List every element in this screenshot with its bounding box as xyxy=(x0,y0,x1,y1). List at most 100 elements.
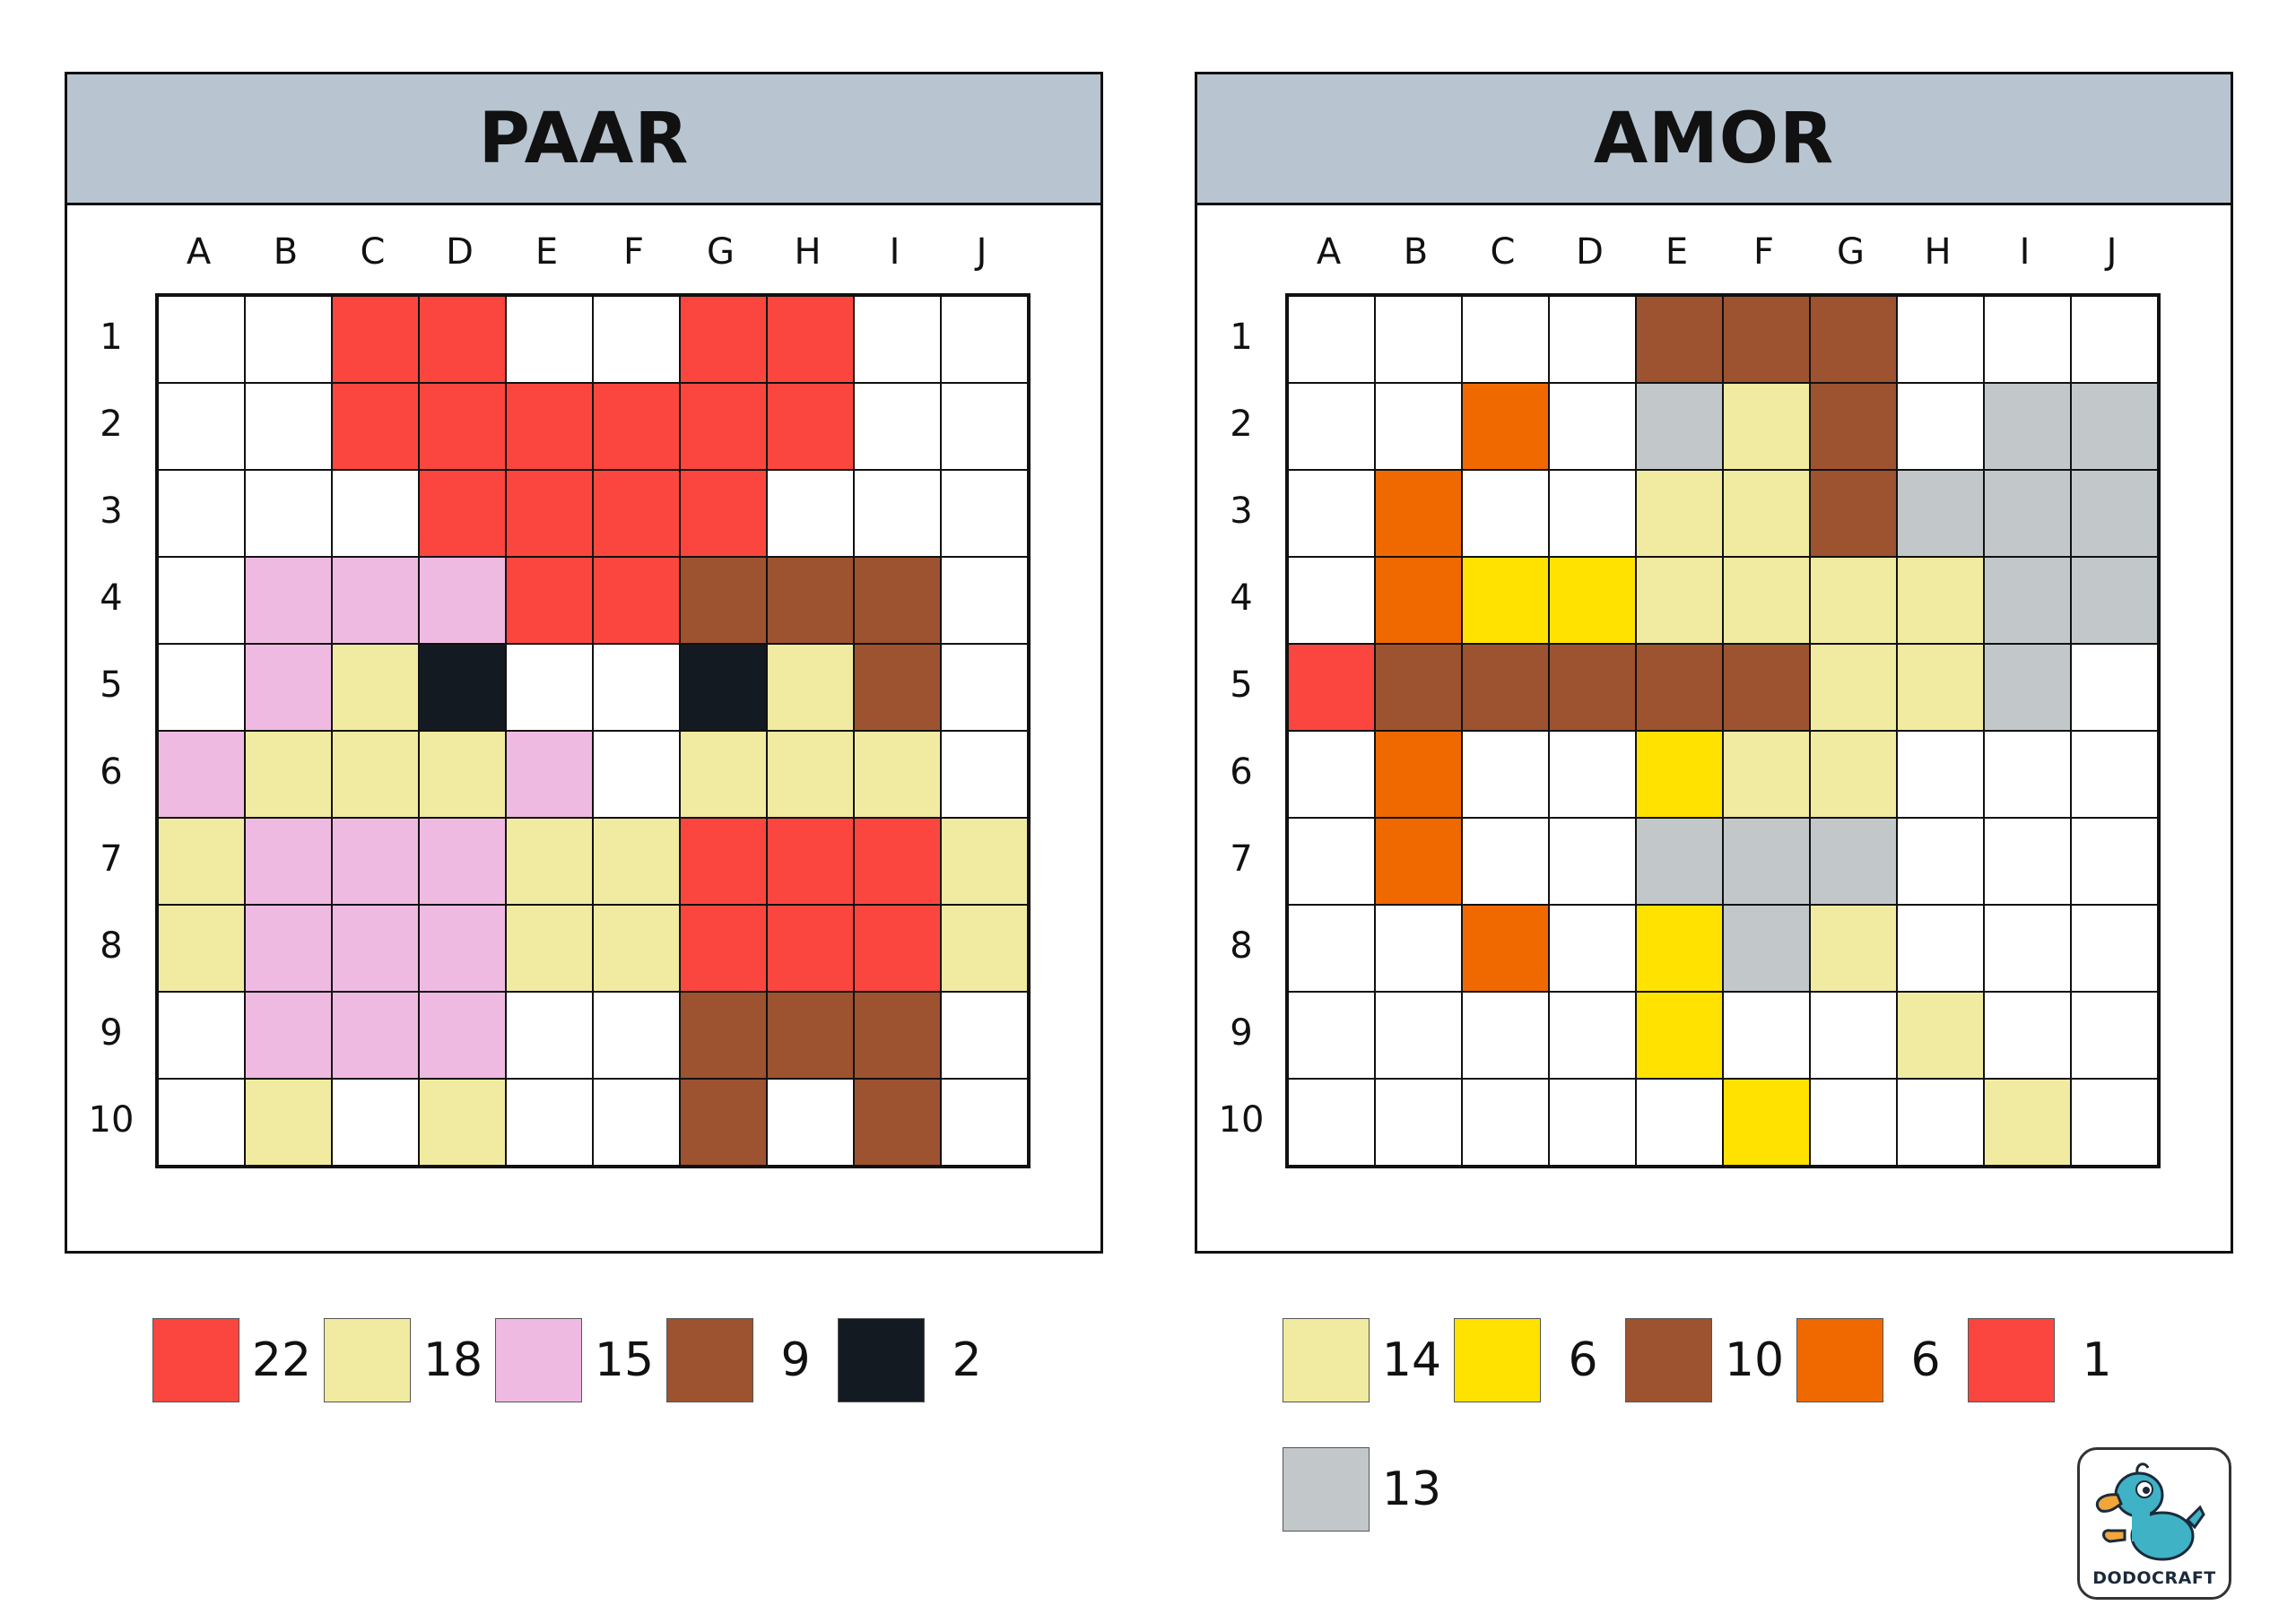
grid-cell-E3[interactable] xyxy=(1636,470,1723,557)
grid-cell-D8[interactable] xyxy=(419,905,506,992)
grid-cell-E9[interactable] xyxy=(506,992,593,1079)
grid-cell-C10[interactable] xyxy=(332,1079,419,1166)
grid-cell-A6[interactable] xyxy=(1288,731,1375,818)
grid-cell-C5[interactable] xyxy=(1462,644,1549,731)
grid-cell-E8[interactable] xyxy=(1636,905,1723,992)
grid-cell-F2[interactable] xyxy=(1723,383,1810,470)
grid-cell-E2[interactable] xyxy=(1636,383,1723,470)
grid-cell-C9[interactable] xyxy=(332,992,419,1079)
grid-cell-H9[interactable] xyxy=(1897,992,1984,1079)
grid-cell-F9[interactable] xyxy=(593,992,680,1079)
grid-cell-H9[interactable] xyxy=(767,992,854,1079)
grid-cell-E8[interactable] xyxy=(506,905,593,992)
grid-cell-B7[interactable] xyxy=(245,818,332,905)
grid-cell-H7[interactable] xyxy=(1897,818,1984,905)
grid-cell-J6[interactable] xyxy=(2071,731,2158,818)
grid-cell-A2[interactable] xyxy=(158,383,245,470)
grid-cell-A10[interactable] xyxy=(1288,1079,1375,1166)
grid-cell-E10[interactable] xyxy=(506,1079,593,1166)
grid-cell-C2[interactable] xyxy=(332,383,419,470)
grid-cell-D4[interactable] xyxy=(419,557,506,644)
grid-cell-C4[interactable] xyxy=(1462,557,1549,644)
grid-cell-B4[interactable] xyxy=(245,557,332,644)
grid-cell-E4[interactable] xyxy=(1636,557,1723,644)
grid-cell-D9[interactable] xyxy=(1549,992,1636,1079)
grid-cell-I5[interactable] xyxy=(1984,644,2071,731)
grid-cell-F4[interactable] xyxy=(1723,557,1810,644)
grid-cell-G4[interactable] xyxy=(1810,557,1897,644)
grid-cell-I1[interactable] xyxy=(1984,296,2071,383)
grid-cell-E7[interactable] xyxy=(1636,818,1723,905)
grid-cell-F1[interactable] xyxy=(1723,296,1810,383)
grid-cell-C1[interactable] xyxy=(1462,296,1549,383)
grid-cell-F1[interactable] xyxy=(593,296,680,383)
grid-cell-B5[interactable] xyxy=(245,644,332,731)
grid-cell-B6[interactable] xyxy=(245,731,332,818)
grid-cell-G9[interactable] xyxy=(680,992,767,1079)
grid-cell-C3[interactable] xyxy=(332,470,419,557)
grid-cell-J3[interactable] xyxy=(941,470,1028,557)
grid-cell-E10[interactable] xyxy=(1636,1079,1723,1166)
grid-cell-E6[interactable] xyxy=(1636,731,1723,818)
grid-cell-A4[interactable] xyxy=(1288,557,1375,644)
grid-cell-C3[interactable] xyxy=(1462,470,1549,557)
grid-cell-J6[interactable] xyxy=(941,731,1028,818)
grid-cell-F7[interactable] xyxy=(593,818,680,905)
grid-cell-G8[interactable] xyxy=(680,905,767,992)
grid-cell-D3[interactable] xyxy=(419,470,506,557)
grid-cell-J2[interactable] xyxy=(941,383,1028,470)
grid-cell-I10[interactable] xyxy=(854,1079,941,1166)
grid-cell-E9[interactable] xyxy=(1636,992,1723,1079)
grid-cell-F2[interactable] xyxy=(593,383,680,470)
grid-cell-D2[interactable] xyxy=(1549,383,1636,470)
grid-cell-B3[interactable] xyxy=(1375,470,1462,557)
grid-cell-H3[interactable] xyxy=(1897,470,1984,557)
grid-cell-H4[interactable] xyxy=(767,557,854,644)
grid-cell-A10[interactable] xyxy=(158,1079,245,1166)
grid-cell-G1[interactable] xyxy=(680,296,767,383)
grid-cell-J3[interactable] xyxy=(2071,470,2158,557)
grid-cell-F6[interactable] xyxy=(593,731,680,818)
grid-cell-C7[interactable] xyxy=(332,818,419,905)
grid-cell-D4[interactable] xyxy=(1549,557,1636,644)
grid-cell-I7[interactable] xyxy=(854,818,941,905)
grid-cell-B9[interactable] xyxy=(245,992,332,1079)
grid-cell-E7[interactable] xyxy=(506,818,593,905)
grid-cell-I3[interactable] xyxy=(854,470,941,557)
grid-cell-G3[interactable] xyxy=(680,470,767,557)
grid-cell-B3[interactable] xyxy=(245,470,332,557)
grid-cell-D8[interactable] xyxy=(1549,905,1636,992)
grid-cell-H5[interactable] xyxy=(1897,644,1984,731)
grid-cell-B6[interactable] xyxy=(1375,731,1462,818)
grid-cell-E3[interactable] xyxy=(506,470,593,557)
grid-cell-B5[interactable] xyxy=(1375,644,1462,731)
grid-cell-H3[interactable] xyxy=(767,470,854,557)
grid-cell-H6[interactable] xyxy=(767,731,854,818)
grid-cell-B1[interactable] xyxy=(1375,296,1462,383)
grid-cell-G3[interactable] xyxy=(1810,470,1897,557)
grid-cell-I3[interactable] xyxy=(1984,470,2071,557)
grid-cell-A2[interactable] xyxy=(1288,383,1375,470)
grid-cell-I2[interactable] xyxy=(854,383,941,470)
grid-cell-J2[interactable] xyxy=(2071,383,2158,470)
grid-cell-D6[interactable] xyxy=(1549,731,1636,818)
grid-cell-A9[interactable] xyxy=(158,992,245,1079)
grid-cell-D1[interactable] xyxy=(1549,296,1636,383)
grid-cell-A1[interactable] xyxy=(1288,296,1375,383)
grid-cell-B8[interactable] xyxy=(245,905,332,992)
grid-cell-B9[interactable] xyxy=(1375,992,1462,1079)
grid-cell-I6[interactable] xyxy=(854,731,941,818)
grid-cell-E2[interactable] xyxy=(506,383,593,470)
grid-cell-I8[interactable] xyxy=(854,905,941,992)
grid-cell-D2[interactable] xyxy=(419,383,506,470)
grid-cell-D7[interactable] xyxy=(419,818,506,905)
grid-cell-C8[interactable] xyxy=(1462,905,1549,992)
grid-cell-H10[interactable] xyxy=(767,1079,854,1166)
grid-cell-D10[interactable] xyxy=(1549,1079,1636,1166)
grid-cell-C2[interactable] xyxy=(1462,383,1549,470)
grid-cell-B8[interactable] xyxy=(1375,905,1462,992)
grid-cell-J8[interactable] xyxy=(2071,905,2158,992)
grid-cell-G10[interactable] xyxy=(1810,1079,1897,1166)
grid-cell-D5[interactable] xyxy=(419,644,506,731)
grid-cell-I9[interactable] xyxy=(854,992,941,1079)
